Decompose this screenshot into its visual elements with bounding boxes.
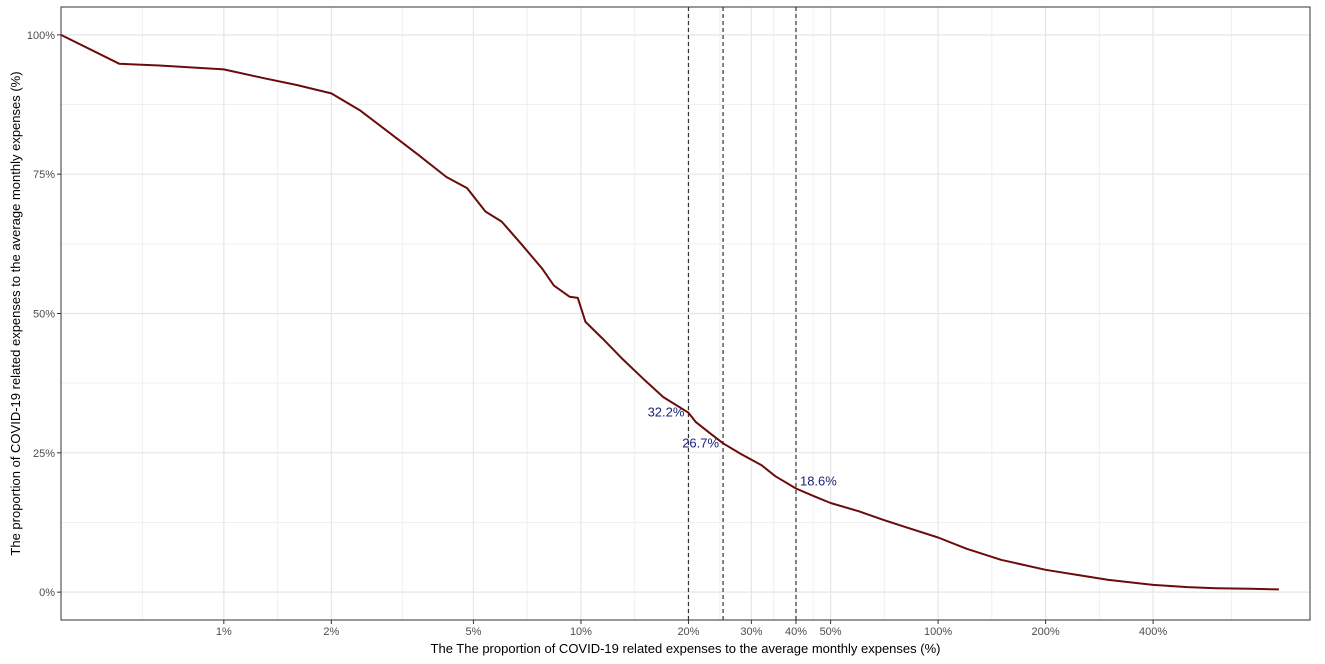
x-tick-label: 20% [677,626,699,638]
y-tick-label: 50% [33,309,55,321]
x-tick-label: 400% [1139,626,1167,638]
annotation-labels: 32.2% 26.7% 18.6% [648,405,838,489]
y-tick-label: 75% [33,169,55,181]
x-axis: 1% 2% 5% 10% 20% 30% 40% 50% 100% 200% 400% [216,620,1167,638]
series-line [60,34,1279,591]
reference-line-label: 26.7% [682,435,719,450]
x-tick-label: 50% [820,626,842,638]
y-axis-title: The proportion of COVID-19 related expen… [8,71,23,555]
x-tick-label: 10% [570,626,592,638]
x-tick-label: 1% [216,626,232,638]
major-gridlines [61,7,1310,620]
x-tick-label: 2% [323,626,339,638]
x-axis-title: The The proportion of COVID-19 related e… [431,641,941,656]
x-tick-label: 200% [1032,626,1060,638]
series-layer [60,34,1279,591]
reference-line-label: 32.2% [648,405,685,420]
y-axis: 0% 25% 50% 75% 100% [27,30,61,599]
y-tick-label: 100% [27,30,55,42]
x-tick-label: 30% [740,626,762,638]
x-tick-label: 5% [465,626,481,638]
y-tick-label: 0% [39,587,55,599]
y-tick-label: 25% [33,448,55,460]
x-tick-label: 40% [785,626,807,638]
x-tick-label: 100% [924,626,952,638]
reference-line-label: 18.6% [800,473,837,488]
